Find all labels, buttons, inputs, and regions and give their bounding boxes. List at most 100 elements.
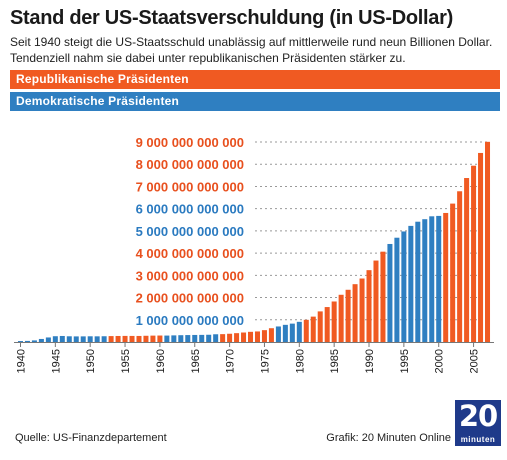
bar-1964 <box>185 335 191 342</box>
bar-1971 <box>234 333 240 342</box>
bar-2004 <box>464 178 470 342</box>
bar-1977 <box>275 326 281 342</box>
x-tick-label: 1955 <box>120 349 132 373</box>
bar-1959 <box>150 335 156 342</box>
chart-title: Stand der US-Staatsverschuldung (in US-D… <box>10 7 453 29</box>
bar-1960 <box>157 335 163 342</box>
bar-1947 <box>66 336 72 342</box>
bar-1949 <box>80 336 86 342</box>
logo-number: 20 <box>458 399 498 433</box>
bar-1992 <box>380 251 386 342</box>
bar-2007 <box>485 141 491 342</box>
y-tick-label: 7 000 000 000 000 <box>136 179 244 194</box>
bar-1994 <box>394 237 400 342</box>
bar-1984 <box>324 307 330 342</box>
x-tick-label: 1985 <box>329 349 341 373</box>
bar-1969 <box>220 334 226 342</box>
bar-1953 <box>108 336 114 342</box>
source-note: Quelle: US-Finanzdepartement <box>15 432 167 444</box>
bar-1966 <box>199 334 205 342</box>
bar-1997 <box>415 221 421 342</box>
bar-1973 <box>248 331 254 342</box>
bar-1954 <box>115 335 121 342</box>
bar-1996 <box>408 225 414 342</box>
bar-1995 <box>401 231 407 342</box>
x-tick-label: 2000 <box>434 349 446 373</box>
bar-1941 <box>24 340 30 342</box>
chart-subtitle: Seit 1940 steigt die US-Staatsschuld una… <box>10 35 493 65</box>
logo-word: minuten <box>460 435 496 444</box>
bar-1982 <box>310 316 316 342</box>
bar-1967 <box>206 334 212 342</box>
bar-1978 <box>282 324 288 342</box>
legend-democratic: Demokratische Präsidenten <box>10 92 500 111</box>
bar-1988 <box>352 284 358 342</box>
bar-1962 <box>171 335 177 342</box>
bar-1961 <box>164 335 170 342</box>
bar-2002 <box>450 203 456 342</box>
bar-1980 <box>296 321 302 342</box>
x-tick-label: 1995 <box>399 349 411 373</box>
bar-1965 <box>192 334 198 342</box>
x-tick-label: 1975 <box>259 349 271 373</box>
bar-1975 <box>261 330 267 342</box>
bar-1946 <box>59 335 65 342</box>
bar-1945 <box>52 336 58 342</box>
bar-1976 <box>268 328 274 342</box>
y-tick-label: 8 000 000 000 000 <box>136 157 244 172</box>
y-tick-label: 5 000 000 000 000 <box>136 224 244 239</box>
bar-1957 <box>136 335 142 342</box>
bar-1974 <box>254 331 260 342</box>
bar-1985 <box>331 301 337 342</box>
bar-1944 <box>45 337 51 342</box>
x-tick-label: 1950 <box>85 349 97 373</box>
bar-1948 <box>73 336 79 342</box>
bar-1972 <box>241 332 247 342</box>
bar-1955 <box>122 335 128 342</box>
bar-1956 <box>129 335 135 342</box>
x-tick-label: 1960 <box>155 349 167 373</box>
x-tick-label: 1970 <box>225 349 237 373</box>
bar-1989 <box>359 278 365 342</box>
x-tick-label: 1980 <box>294 349 306 373</box>
bar-1999 <box>429 216 435 342</box>
bar-2005 <box>471 165 477 342</box>
bar-1963 <box>178 335 184 342</box>
bar-1943 <box>38 338 44 342</box>
bar-1958 <box>143 335 149 342</box>
x-tick-label: 1965 <box>190 349 202 373</box>
bar-1983 <box>317 311 323 342</box>
y-tick-label: 9 000 000 000 000 <box>136 135 244 150</box>
debt-bar-chart: 1 000 000 000 000 2 000 000 000 000 3 000 … <box>14 135 494 373</box>
x-tick-label: 1990 <box>364 349 376 373</box>
bar-2001 <box>443 212 449 342</box>
credit-note: Grafik: 20 Minuten Online <box>326 432 451 444</box>
bar-1979 <box>289 323 295 342</box>
x-tick-label: 2005 <box>469 349 481 373</box>
bar-1942 <box>31 340 37 342</box>
legend-republican: Republikanische Präsidenten <box>10 70 500 89</box>
bar-2003 <box>457 191 463 342</box>
bar-1968 <box>213 334 219 342</box>
bar-2000 <box>436 215 442 342</box>
bar-2006 <box>478 152 484 342</box>
bar-1970 <box>227 333 233 342</box>
y-tick-label: 4 000 000 000 000 <box>136 246 244 261</box>
bar-1991 <box>373 260 379 342</box>
bar-1993 <box>387 243 393 342</box>
bar-1981 <box>303 319 309 342</box>
y-tick-label: 2 000 000 000 000 <box>136 291 244 306</box>
logo-20-minuten: 20 minuten <box>455 400 501 446</box>
x-tick-label: 1940 <box>15 349 27 373</box>
y-tick-label: 6 000 000 000 000 <box>136 202 244 217</box>
bar-1952 <box>101 336 107 342</box>
bar-1950 <box>87 336 93 342</box>
bar-1951 <box>94 336 100 342</box>
bar-1940 <box>17 341 23 342</box>
bar-1998 <box>422 219 428 342</box>
bar-1986 <box>338 294 344 342</box>
y-tick-label: 1 000 000 000 000 <box>136 313 244 328</box>
bar-1990 <box>366 270 372 342</box>
bar-1987 <box>345 289 351 342</box>
x-tick-label: 1945 <box>50 349 62 373</box>
